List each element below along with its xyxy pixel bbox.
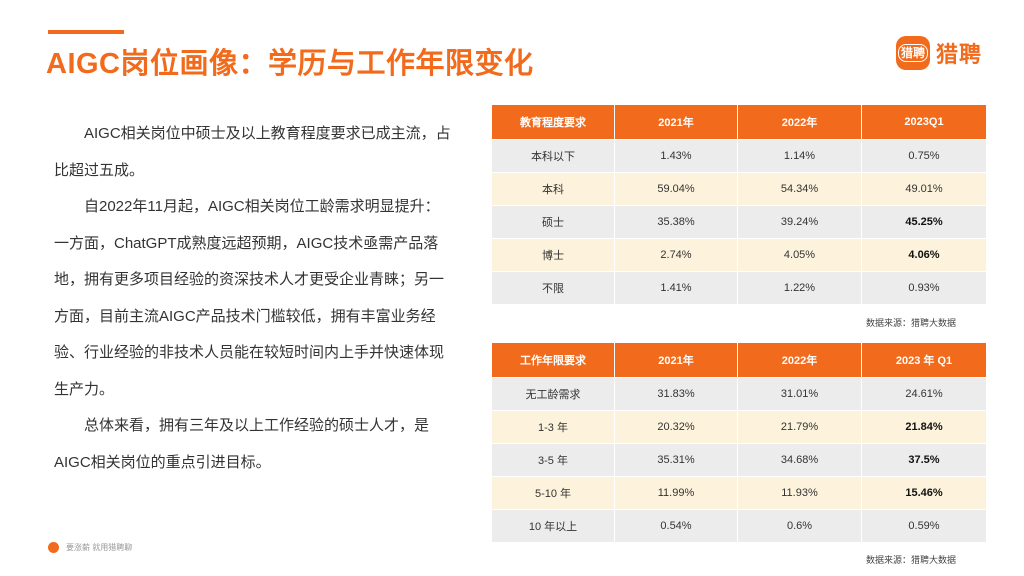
table-cell: 0.59% xyxy=(862,510,986,542)
brand-badge-text: 猎聘 xyxy=(897,44,928,62)
table-cell: 21.79% xyxy=(738,411,862,443)
table-row: 3-5 年 35.31% 34.68% 37.5% xyxy=(492,444,986,476)
table-cell-highlight: 37.5% xyxy=(862,444,986,476)
row-label: 硕士 xyxy=(492,206,615,238)
footer: 要涨薪 就用猎聘聊 xyxy=(48,542,132,553)
footer-dot-icon xyxy=(48,542,59,553)
table-cell: 54.34% xyxy=(738,173,862,205)
table-cell-highlight: 4.06% xyxy=(862,239,986,271)
table-cell: 4.05% xyxy=(738,239,862,271)
column-header: 2023Q1 xyxy=(862,105,986,139)
table-cell: 1.22% xyxy=(738,272,862,304)
table-cell-highlight: 21.84% xyxy=(862,411,986,443)
row-label: 不限 xyxy=(492,272,615,304)
table-cell: 1.14% xyxy=(738,140,862,172)
row-label: 1-3 年 xyxy=(492,411,615,443)
row-label: 5-10 年 xyxy=(492,477,615,509)
table-cell: 20.32% xyxy=(615,411,738,443)
column-header: 2022年 xyxy=(738,105,862,139)
row-label: 本科以下 xyxy=(492,140,615,172)
column-header: 教育程度要求 xyxy=(492,105,615,139)
table-cell: 11.99% xyxy=(615,477,738,509)
table-cell: 11.93% xyxy=(738,477,862,509)
table-row: 无工龄需求 31.83% 31.01% 24.61% xyxy=(492,378,986,410)
table-cell: 31.01% xyxy=(738,378,862,410)
paragraph-3: 总体来看，拥有三年及以上工作经验的硕士人才，是AIGC相关岗位的重点引进目标。 xyxy=(54,417,430,471)
table-cell-highlight: 45.25% xyxy=(862,206,986,238)
table-row: 5-10 年 11.99% 11.93% 15.46% xyxy=(492,477,986,509)
column-header: 2021年 xyxy=(615,343,738,377)
column-header: 2023 年 Q1 xyxy=(862,343,986,377)
table-cell: 0.75% xyxy=(862,140,986,172)
table-row: 10 年以上 0.54% 0.6% 0.59% xyxy=(492,510,986,542)
table-cell-highlight: 15.46% xyxy=(862,477,986,509)
table-row: 本科 59.04% 54.34% 49.01% xyxy=(492,173,986,205)
table-cell: 49.01% xyxy=(862,173,986,205)
table-header-row: 工作年限要求 2021年 2022年 2023 年 Q1 xyxy=(492,343,986,377)
column-header: 2021年 xyxy=(615,105,738,139)
row-label: 本科 xyxy=(492,173,615,205)
table-cell: 1.43% xyxy=(615,140,738,172)
table-row: 本科以下 1.43% 1.14% 0.75% xyxy=(492,140,986,172)
experience-table: 工作年限要求 2021年 2022年 2023 年 Q1 无工龄需求 31.83… xyxy=(492,342,986,543)
table-row: 不限 1.41% 1.22% 0.93% xyxy=(492,272,986,304)
brand-name: 猎聘 xyxy=(936,42,983,67)
table-row: 博士 2.74% 4.05% 4.06% xyxy=(492,239,986,271)
table-cell: 31.83% xyxy=(615,378,738,410)
table-cell: 2.74% xyxy=(615,239,738,271)
table-cell: 0.6% xyxy=(738,510,862,542)
row-label: 无工龄需求 xyxy=(492,378,615,410)
brand-badge-icon: 猎聘 xyxy=(896,36,930,70)
table-row: 硕士 35.38% 39.24% 45.25% xyxy=(492,206,986,238)
table-cell: 39.24% xyxy=(738,206,862,238)
education-table: 教育程度要求 2021年 2022年 2023Q1 本科以下 1.43% 1.1… xyxy=(492,104,986,305)
brand-logo: 猎聘 猎聘 xyxy=(896,36,982,70)
row-label: 3-5 年 xyxy=(492,444,615,476)
table-cell: 59.04% xyxy=(615,173,738,205)
body-text: AIGC相关岗位中硕士及以上教育程度要求已成主流，占比超过五成。 自2022年1… xyxy=(54,116,454,481)
paragraph-2: 自2022年11月起，AIGC相关岗位工龄需求明显提升：一方面，ChatGPT成… xyxy=(54,198,445,398)
table-cell: 0.54% xyxy=(615,510,738,542)
table-cell: 35.31% xyxy=(615,444,738,476)
row-label: 10 年以上 xyxy=(492,510,615,542)
footer-slogan: 要涨薪 就用猎聘聊 xyxy=(66,543,133,552)
paragraph-1: AIGC相关岗位中硕士及以上教育程度要求已成主流，占比超过五成。 xyxy=(54,125,451,179)
table-row: 1-3 年 20.32% 21.79% 21.84% xyxy=(492,411,986,443)
experience-source-note: 数据来源：猎聘大数据 xyxy=(865,555,956,565)
table-cell: 24.61% xyxy=(862,378,986,410)
page-title: AIGC岗位画像：学历与工作年限变化 xyxy=(46,48,534,80)
table-cell: 35.38% xyxy=(615,206,738,238)
row-label: 博士 xyxy=(492,239,615,271)
column-header: 工作年限要求 xyxy=(492,343,615,377)
column-header: 2022年 xyxy=(738,343,862,377)
table-cell: 0.93% xyxy=(862,272,986,304)
title-accent-bar xyxy=(48,30,124,34)
education-source-note: 数据来源：猎聘大数据 xyxy=(865,318,956,328)
table-header-row: 教育程度要求 2021年 2022年 2023Q1 xyxy=(492,105,986,139)
table-cell: 1.41% xyxy=(615,272,738,304)
table-cell: 34.68% xyxy=(738,444,862,476)
